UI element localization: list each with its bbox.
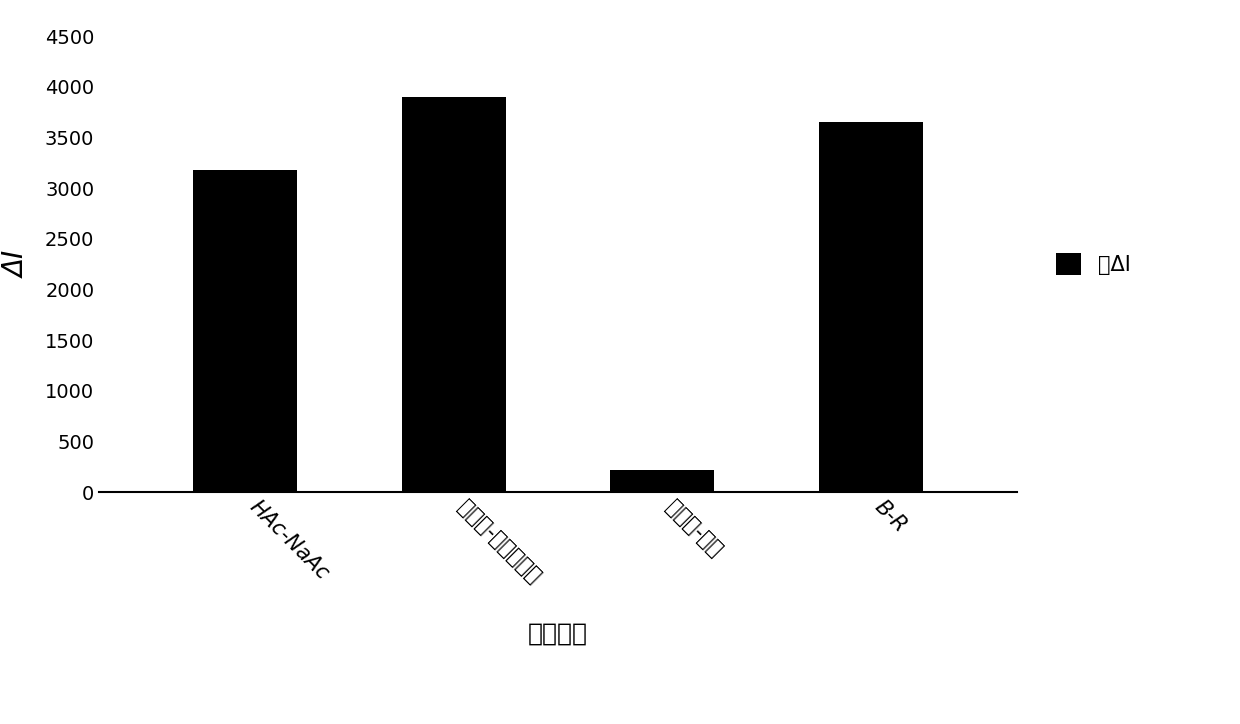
Bar — [193, 170, 298, 492]
Y-axis label: ΔI: ΔI — [2, 251, 31, 278]
Bar — [818, 122, 923, 492]
Legend: 总ΔI: 总ΔI — [1045, 243, 1141, 285]
Bar — [402, 97, 506, 492]
X-axis label: 缓冲溶液: 缓冲溶液 — [528, 622, 588, 646]
Bar — [610, 470, 714, 492]
